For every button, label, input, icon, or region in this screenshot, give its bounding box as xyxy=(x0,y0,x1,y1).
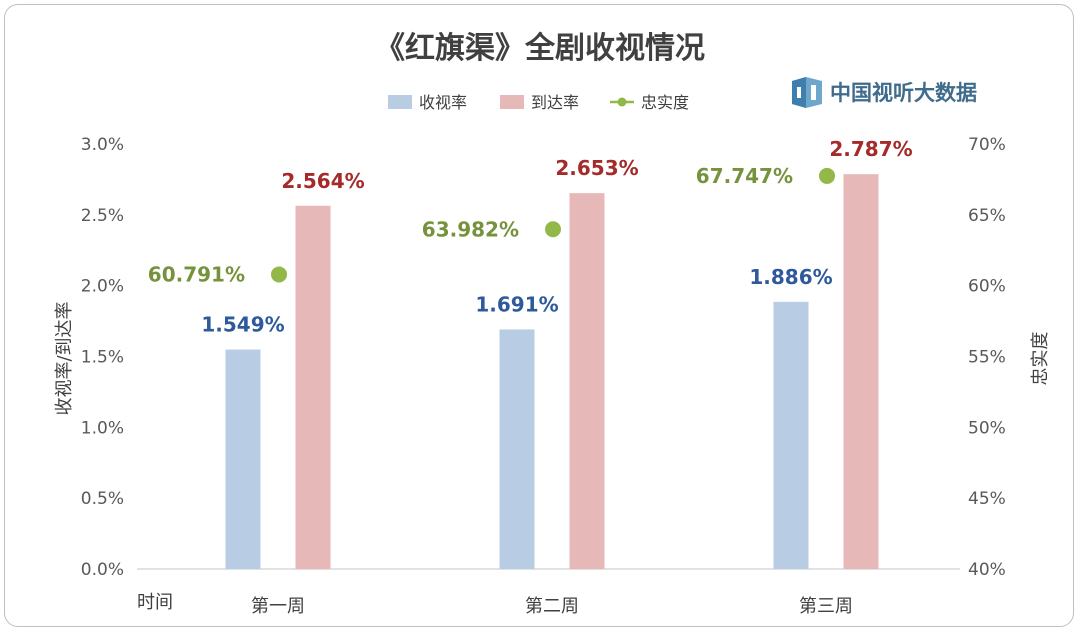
y2-axis-title: 忠实度 xyxy=(1030,332,1051,386)
y2-tick-label: 40% xyxy=(968,560,1006,580)
y2-tick-label: 50% xyxy=(968,418,1006,438)
y-tick-label: 0.5% xyxy=(81,489,124,509)
data-label-reach: 2.653% xyxy=(555,156,638,180)
y-tick-label: 1.0% xyxy=(81,418,124,438)
chart-frame xyxy=(4,4,1074,627)
data-label-ratings: 1.886% xyxy=(749,265,832,289)
bar-reach xyxy=(569,193,605,570)
y-axis-title: 收视率/到达率 xyxy=(54,301,75,415)
axes: 0.0% 0.5% 1.0% 1.5% 2.0% 2.5% 3.0% 40% 45% 50% 55%… xyxy=(54,135,1051,617)
bar-reach xyxy=(295,205,331,569)
x-tick-label: 第三周 xyxy=(799,596,853,617)
y-tick-label: 3.0% xyxy=(81,135,124,155)
chart-title: 《红旗渠》全剧收视情况 xyxy=(375,31,705,66)
data-label-reach: 2.564% xyxy=(281,169,364,193)
bar-ratings xyxy=(499,329,535,569)
legend: 收视率 到达率 忠实度 xyxy=(388,93,689,112)
y2-tick-label: 60% xyxy=(968,277,1006,297)
legend-label: 到达率 xyxy=(531,93,579,112)
y-tick-label: 2.5% xyxy=(81,206,124,226)
bar-reach xyxy=(843,174,879,570)
data-label-loyalty: 60.791% xyxy=(148,262,245,286)
data-label-loyalty: 63.982% xyxy=(422,217,519,241)
y2-tick-label: 45% xyxy=(968,489,1006,509)
bar-ratings xyxy=(225,349,261,569)
legend-swatch xyxy=(388,95,412,109)
x-tick-label: 第一周 xyxy=(251,596,305,617)
bar-ratings xyxy=(773,301,809,569)
legend-label: 收视率 xyxy=(419,93,467,112)
logo-icon xyxy=(792,77,822,108)
legend-swatch-dot xyxy=(617,97,627,107)
legend-label: 忠实度 xyxy=(641,93,689,112)
data-label-ratings: 1.691% xyxy=(475,292,558,316)
y2-tick-label: 55% xyxy=(968,348,1006,368)
logo: 中国视听大数据 xyxy=(792,77,977,108)
legend-swatch xyxy=(500,95,524,109)
x-axis-corner-label: 时间 xyxy=(137,592,173,613)
loyalty-point xyxy=(819,167,835,184)
data-label-ratings: 1.549% xyxy=(201,313,284,337)
loyalty-point xyxy=(271,266,287,283)
data-label-loyalty: 67.747% xyxy=(696,164,793,188)
y-tick-label: 0.0% xyxy=(81,560,124,580)
y2-tick-label: 65% xyxy=(968,206,1006,226)
y-tick-label: 2.0% xyxy=(81,277,124,297)
x-tick-label: 第二周 xyxy=(525,596,579,617)
y-tick-label: 1.5% xyxy=(81,348,124,368)
y2-tick-label: 70% xyxy=(968,135,1006,155)
loyalty-point xyxy=(545,221,561,238)
chart-marks: 1.549% 2.564% 60.791% 1.691% 2.653% 63.982% 1.… xyxy=(148,137,913,570)
data-label-reach: 2.787% xyxy=(829,137,912,161)
logo-text: 中国视听大数据 xyxy=(830,80,977,105)
